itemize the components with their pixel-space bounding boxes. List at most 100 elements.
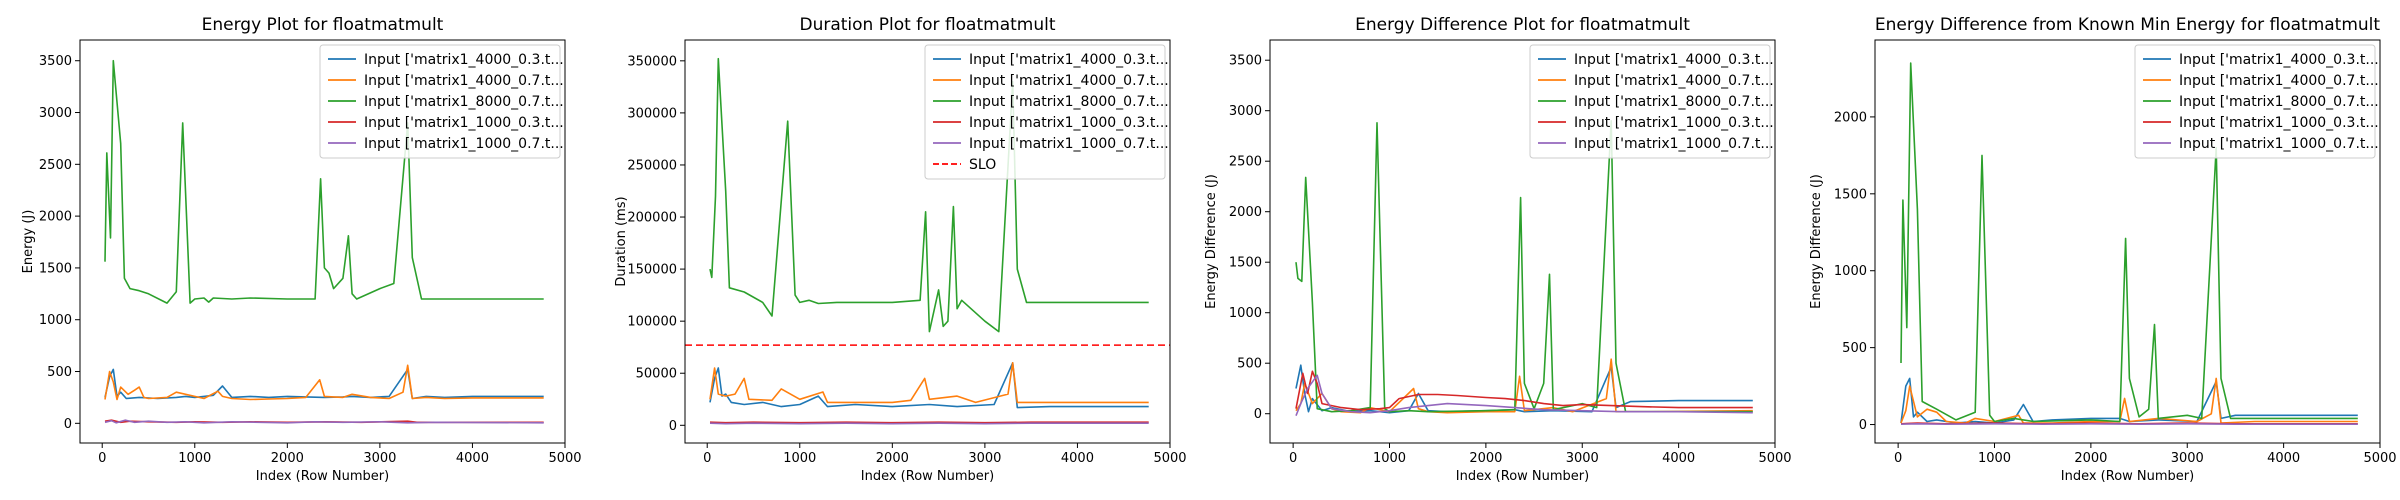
x-axis-label: Index (Row Number) bbox=[861, 469, 994, 484]
y-tick-label: 300000 bbox=[627, 106, 677, 121]
series-line-1 bbox=[1900, 377, 2358, 424]
legend-label: Input ['matrix1_4000_0.7.t... bbox=[364, 73, 564, 89]
x-tick-label: 1000 bbox=[1373, 451, 1406, 466]
legend-label: Input ['matrix1_4000_0.7.t... bbox=[2179, 73, 2379, 89]
series-line-2 bbox=[1900, 377, 2358, 424]
y-tick-label: 0 bbox=[64, 417, 72, 432]
x-tick-label: 4000 bbox=[1662, 451, 1695, 466]
legend-label: Input ['matrix1_4000_0.3.t... bbox=[2179, 52, 2379, 68]
x-axis-label: Index (Row Number) bbox=[1456, 469, 1589, 484]
x-tick-label: 2000 bbox=[876, 451, 909, 466]
legend-box bbox=[319, 44, 561, 159]
y-axis-label: Duration (ms) bbox=[614, 196, 629, 286]
y-tick-label: 0 bbox=[1859, 418, 1867, 433]
legend-label: Input ['matrix1_4000_0.3.t... bbox=[969, 52, 1169, 68]
x-tick-label: 0 bbox=[1894, 451, 1902, 466]
legend-label: Input ['matrix1_4000_0.3.t... bbox=[1574, 52, 1774, 68]
axes-frame bbox=[684, 39, 1171, 444]
x-tick-label: 2000 bbox=[1469, 451, 1502, 466]
y-tick-label: 2500 bbox=[1229, 155, 1262, 170]
y-tick-label: 3500 bbox=[39, 54, 72, 69]
y-tick-label: 2000 bbox=[1229, 205, 1262, 220]
x-tick-label: 3000 bbox=[968, 451, 1001, 466]
y-tick-label: 1000 bbox=[39, 313, 72, 328]
y-axis-label: Energy Difference (J) bbox=[1809, 174, 1824, 309]
legend-label: Input ['matrix1_4000_0.7.t... bbox=[969, 73, 1169, 89]
plot-area bbox=[1900, 62, 2358, 426]
y-tick-label: 500 bbox=[1237, 357, 1262, 372]
series-line-2 bbox=[709, 361, 1149, 404]
y-tick-label: 1000 bbox=[1229, 306, 1262, 321]
y-tick-label: 2000 bbox=[39, 210, 72, 225]
legend-label: Input ['matrix1_1000_0.7.t... bbox=[1574, 136, 1774, 152]
y-tick-label: 250000 bbox=[627, 158, 677, 173]
series-line-3 bbox=[1900, 62, 2358, 423]
plot-area bbox=[1295, 120, 1753, 416]
x-tick-label: 4000 bbox=[456, 451, 489, 466]
chart-title: Energy Difference Plot for floatmatmult bbox=[1355, 15, 1690, 35]
legend-label: Input ['matrix1_1000_0.3.t... bbox=[364, 115, 564, 131]
x-tick-label: 3000 bbox=[2171, 451, 2204, 466]
x-tick-label: 0 bbox=[1289, 451, 1297, 466]
y-tick-label: 350000 bbox=[627, 54, 677, 69]
x-axis-label: Index (Row Number) bbox=[2061, 469, 2194, 484]
legend-label: Input ['matrix1_1000_0.7.t... bbox=[969, 136, 1169, 152]
chart-panel-1: Energy Plot for floatmatmult 0 1000 2000 300… bbox=[21, 15, 582, 484]
chart-title: Duration Plot for floatmatmult bbox=[799, 15, 1055, 35]
x-tick-label: 1000 bbox=[178, 451, 211, 466]
chart-panel-4: Energy Difference from Known Min Energy … bbox=[1809, 15, 2397, 484]
y-tick-label: 1500 bbox=[1834, 187, 1867, 202]
legend-box bbox=[2134, 44, 2376, 159]
plot-area bbox=[685, 57, 1170, 425]
legend-label: Input ['matrix1_1000_0.3.t... bbox=[969, 115, 1169, 131]
chart-title: Energy Plot for floatmatmult bbox=[202, 15, 444, 35]
x-tick-label: 1000 bbox=[783, 451, 816, 466]
y-tick-label: 0 bbox=[1254, 407, 1262, 422]
plot-area bbox=[104, 59, 544, 424]
legend-label: Input ['matrix1_1000_0.3.t... bbox=[2179, 115, 2379, 131]
legend: Input ['matrix1_4000_0.3.t... Input ['mat… bbox=[924, 44, 1169, 180]
series-line-3 bbox=[1295, 120, 1753, 413]
chart-panel-2: Duration Plot for floatmatmult 0 1000 2000 3… bbox=[614, 15, 1187, 484]
legend-label: Input ['matrix1_8000_0.7.t... bbox=[2179, 94, 2379, 110]
x-tick-label: 1000 bbox=[1978, 451, 2011, 466]
x-tick-label: 0 bbox=[703, 451, 711, 466]
x-tick-label: 3000 bbox=[363, 451, 396, 466]
legend-label: Input ['matrix1_8000_0.7.t... bbox=[364, 94, 564, 110]
x-tick-label: 3000 bbox=[1566, 451, 1599, 466]
series-line-3 bbox=[104, 59, 544, 304]
y-tick-label: 50000 bbox=[636, 367, 677, 382]
legend-label: Input ['matrix1_1000_0.7.t... bbox=[364, 136, 564, 152]
series-line-4 bbox=[709, 421, 1149, 424]
y-tick-label: 500 bbox=[47, 365, 72, 380]
y-tick-label: 3000 bbox=[1229, 104, 1262, 119]
legend-label: Input ['matrix1_8000_0.7.t... bbox=[1574, 94, 1774, 110]
legend-box bbox=[924, 44, 1166, 180]
legend-label: SLO bbox=[969, 157, 996, 173]
axes-frame bbox=[1874, 39, 2381, 444]
y-tick-label: 150000 bbox=[627, 263, 677, 278]
series-line-5 bbox=[1295, 374, 1753, 416]
legend-label: Input ['matrix1_8000_0.7.t... bbox=[969, 94, 1169, 110]
y-tick-label: 3500 bbox=[1229, 54, 1262, 69]
legend: Input ['matrix1_4000_0.3.t... Input ['mat… bbox=[1529, 44, 1774, 159]
y-tick-label: 500 bbox=[1842, 341, 1867, 356]
y-tick-label: 1500 bbox=[1229, 256, 1262, 271]
y-tick-label: 1500 bbox=[39, 261, 72, 276]
axes-frame bbox=[1269, 39, 1776, 444]
series-line-4 bbox=[1295, 370, 1753, 411]
y-tick-label: 2500 bbox=[39, 158, 72, 173]
x-tick-label: 2000 bbox=[271, 451, 304, 466]
y-tick-label: 0 bbox=[669, 419, 677, 434]
legend: Input ['matrix1_4000_0.3.t... Input ['mat… bbox=[2134, 44, 2379, 159]
chart-title: Energy Difference from Known Min Energy … bbox=[1875, 15, 2380, 35]
series-line-5 bbox=[709, 422, 1149, 425]
series-line-2 bbox=[104, 364, 544, 401]
x-tick-label: 5000 bbox=[2363, 451, 2396, 466]
series-line-1 bbox=[709, 361, 1149, 409]
axes-frame bbox=[79, 39, 566, 444]
y-tick-label: 100000 bbox=[627, 315, 677, 330]
x-tick-label: 5000 bbox=[1153, 451, 1186, 466]
y-tick-label: 1000 bbox=[1834, 264, 1867, 279]
